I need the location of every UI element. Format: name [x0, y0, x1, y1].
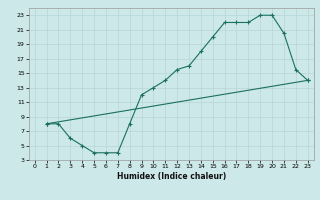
X-axis label: Humidex (Indice chaleur): Humidex (Indice chaleur): [116, 172, 226, 181]
